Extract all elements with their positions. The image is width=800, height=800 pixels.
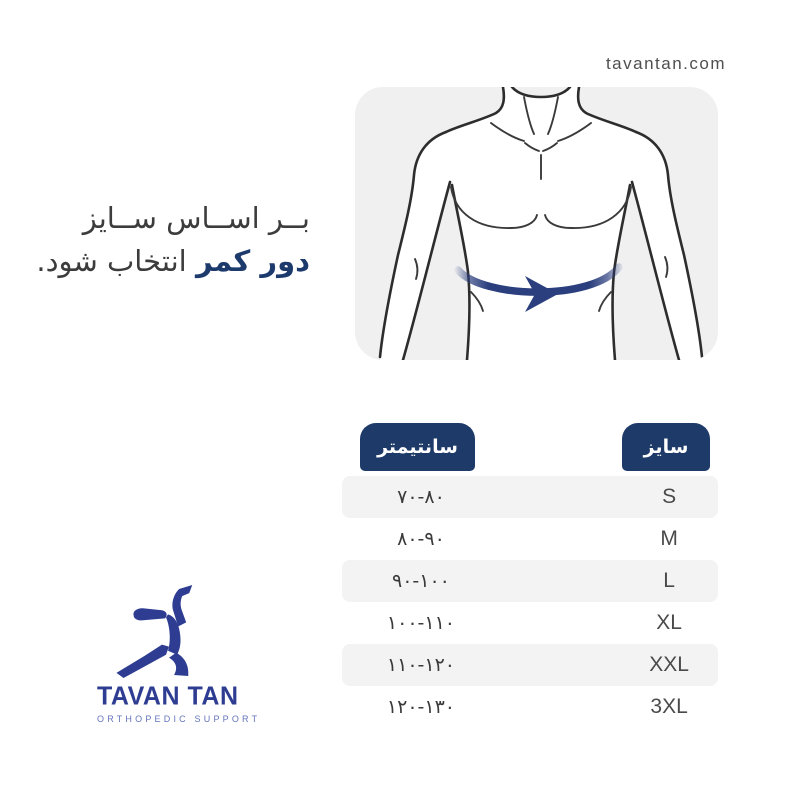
cm-range-value: ۱۰۰-۱۱۰ [386,612,455,634]
torso-illustration [378,87,704,360]
table-row: ۹۰-۱۰۰ L [342,560,718,602]
instruction-line2: دور کمر انتخاب شود. [36,240,310,283]
size-table: سانتیمتر سایز ۷۰-۸۰ S ۸۰-۹۰ M ۹۰-۱۰۰ L ۱… [342,423,718,728]
brand-name: TAVAN TAN [97,681,239,711]
waist-arrow-icon [454,263,623,312]
header-centimeter: سانتیمتر [360,423,475,471]
table-row: ۱۰۰-۱۱۰ XL [342,602,718,644]
size-letter-value: L [663,569,675,592]
brand-logo: TAVAN TAN ORTHOPEDIC SUPPORT [97,584,261,724]
torso-illustration-panel [355,87,718,360]
runner-logo-icon [116,585,193,678]
size-letter-value: XL [656,611,682,634]
instruction-text: بــر اســاس ســایز دور کمر انتخاب شود. [36,197,310,283]
waist-size-keyword: دور کمر [195,244,310,278]
cm-range-value: ۱۲۰-۱۳۰ [386,696,455,718]
cm-range-value: ۷۰-۸۰ [397,486,445,508]
size-letter-value: 3XL [650,695,688,718]
instruction-line1: بــر اســاس ســایز [82,201,310,235]
instruction-line2-rest: انتخاب شود. [36,244,187,278]
size-letter-value: XXL [649,653,689,676]
table-row: ۱۱۰-۱۲۰ XXL [342,644,718,686]
header-size: سایز [622,423,710,471]
cm-range-value: ۸۰-۹۰ [397,528,445,550]
brand-tagline: ORTHOPEDIC SUPPORT [97,714,261,724]
cm-range-value: ۱۱۰-۱۲۰ [386,654,455,676]
size-table-rows: ۷۰-۸۰ S ۸۰-۹۰ M ۹۰-۱۰۰ L ۱۰۰-۱۱۰ XL ۱۱۰-… [342,476,718,728]
website-url: tavantan.com [605,54,726,73]
table-row: ۸۰-۹۰ M [342,518,718,560]
size-letter-value: M [660,527,678,550]
size-table-header: سانتیمتر سایز [342,423,718,476]
table-row: ۱۲۰-۱۳۰ 3XL [342,686,718,728]
size-letter-value: S [662,485,677,508]
table-row: ۷۰-۸۰ S [342,476,718,518]
cm-range-value: ۹۰-۱۰۰ [392,570,450,592]
